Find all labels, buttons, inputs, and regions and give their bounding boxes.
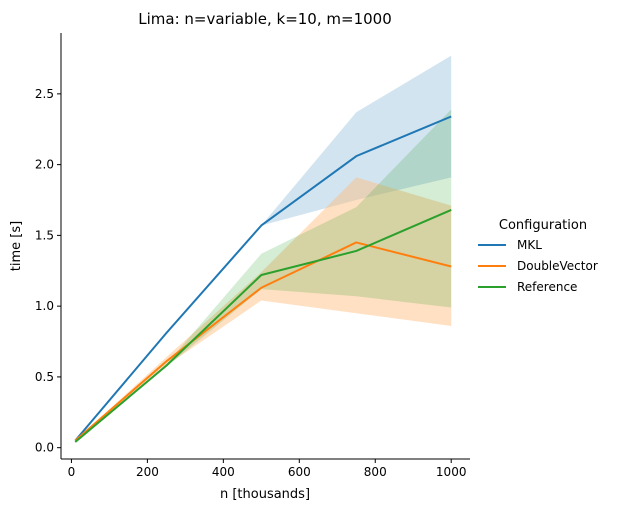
legend-items: MKL DoubleVector Reference — [478, 238, 598, 294]
x-tick-label: 200 — [136, 465, 159, 479]
chart-title: Lima: n=variable, k=10, m=1000 — [138, 10, 392, 28]
confidence-band-reference — [75, 109, 452, 443]
series-line-mkl — [74, 115, 452, 442]
confidence-bands — [75, 55, 452, 443]
y-tick-label: 0.0 — [35, 441, 54, 455]
x-tick-label: 1000 — [436, 465, 467, 479]
series-lines — [74, 115, 452, 443]
y-tick-label: 2.5 — [35, 87, 54, 101]
legend-title: Configuration — [499, 218, 587, 233]
x-tick-label: 0 — [68, 465, 76, 479]
y-tick-label: 1.5 — [35, 228, 54, 242]
series-line-doublevector — [74, 241, 452, 442]
x-axis-ticks: 0 200 400 600 800 1000 — [68, 459, 467, 479]
legend-label-mkl: MKL — [517, 238, 542, 252]
legend: Configuration MKL DoubleVector Reference — [478, 218, 598, 294]
x-tick-label: 400 — [212, 465, 235, 479]
x-tick-label: 600 — [288, 465, 311, 479]
series-line-reference — [74, 208, 452, 443]
y-axis-ticks: 0.0 0.5 1.0 1.5 2.0 2.5 — [35, 87, 61, 455]
y-tick-label: 2.0 — [35, 158, 54, 172]
y-axis-label: time [s] — [9, 221, 24, 271]
y-tick-label: 1.0 — [35, 299, 54, 313]
y-tick-label: 0.5 — [35, 370, 54, 384]
legend-label-doublevector: DoubleVector — [517, 259, 598, 273]
legend-label-reference: Reference — [517, 280, 577, 294]
x-tick-label: 800 — [364, 465, 387, 479]
confidence-band-mkl — [75, 55, 452, 441]
x-axis-label: n [thousands] — [220, 487, 310, 502]
